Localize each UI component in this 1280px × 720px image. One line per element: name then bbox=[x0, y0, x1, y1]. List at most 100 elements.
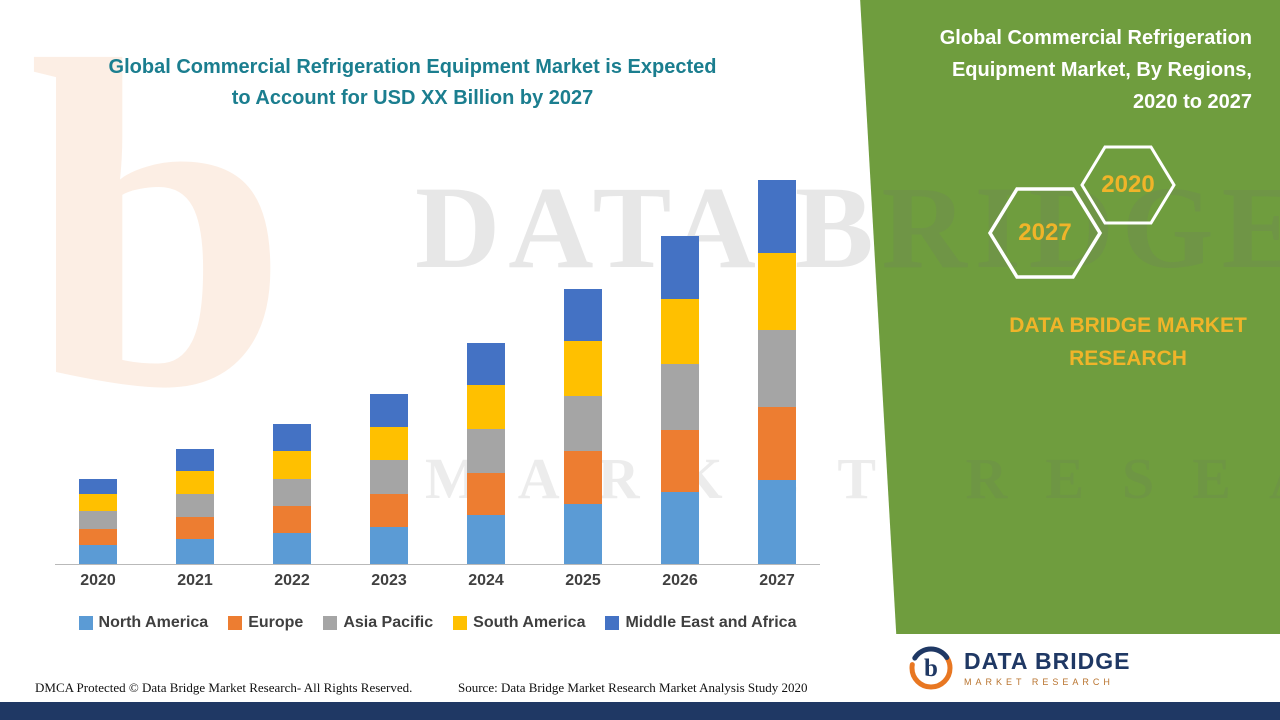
stacked-bar-2021 bbox=[176, 448, 214, 564]
bar-segment-europe bbox=[79, 528, 117, 545]
brand-text-line1: DATA BRIDGE MARKET bbox=[1009, 314, 1247, 337]
x-axis-label: 2023 bbox=[371, 572, 407, 589]
bar-column-2020 bbox=[67, 478, 129, 564]
right-title-line2: Equipment Market, By Regions, bbox=[951, 59, 1252, 81]
logo-strip: b DATA BRIDGE MARKET RESEARCH bbox=[896, 634, 1280, 702]
right-panel-title: Global Commercial Refrigeration Equipmen… bbox=[872, 22, 1252, 118]
legend-item-asia-pacific: Asia Pacific bbox=[323, 614, 433, 632]
bar-segment-europe bbox=[273, 506, 311, 534]
legend-item-europe: Europe bbox=[228, 614, 303, 632]
legend-swatch bbox=[228, 616, 243, 630]
bar-segment-europe bbox=[176, 517, 214, 540]
hexagon-2027-outline bbox=[987, 187, 1103, 279]
logo-name: DATA BRIDGE bbox=[964, 647, 1131, 674]
legend-label: Asia Pacific bbox=[343, 614, 434, 631]
legend-label: North America bbox=[98, 614, 209, 631]
bar-segment-asia-pacific bbox=[758, 329, 796, 407]
chart-title-line1: Global Commercial Refrigeration Equipmen… bbox=[108, 56, 717, 78]
bar-segment-north-america bbox=[176, 539, 214, 564]
chart-title-line2: to Account for USD XX Billion by 2027 bbox=[231, 87, 594, 109]
bar-segment-europe bbox=[564, 450, 602, 504]
source-note: Source: Data Bridge Market Research Mark… bbox=[458, 680, 808, 695]
logo-text-block: DATA BRIDGE MARKET RESEARCH bbox=[964, 647, 1131, 688]
bar-segment-north-america bbox=[758, 479, 796, 564]
bar-segment-south-america bbox=[370, 426, 408, 461]
legend-item-south-america: South America bbox=[453, 614, 585, 632]
bar-segment-middle-east-and-africa bbox=[467, 343, 505, 385]
bar-segment-asia-pacific bbox=[273, 478, 311, 507]
legend-label: Middle East and Africa bbox=[625, 614, 797, 631]
hexagon-year-front: 2027 bbox=[1018, 219, 1072, 246]
bar-segment-asia-pacific bbox=[467, 428, 505, 473]
x-axis-label: 2027 bbox=[759, 572, 795, 589]
bar-segment-middle-east-and-africa bbox=[176, 448, 214, 472]
dmca-note: DMCA Protected © Data Bridge Market Rese… bbox=[35, 680, 413, 695]
bar-segment-asia-pacific bbox=[564, 396, 602, 451]
bar-segment-middle-east-and-africa bbox=[79, 478, 117, 494]
bar-segment-south-america bbox=[564, 341, 602, 397]
bar-segment-south-america bbox=[176, 471, 214, 495]
bar-segment-europe bbox=[758, 406, 796, 480]
hexagons-graphic bbox=[987, 145, 1176, 279]
x-axis-label: 2021 bbox=[177, 572, 213, 589]
x-axis-label: 2020 bbox=[80, 572, 116, 589]
chart-legend: North America Europe Asia Pacific South Ame… bbox=[55, 614, 820, 632]
bottom-navy-bar bbox=[0, 702, 1280, 720]
legend-swatch bbox=[453, 616, 468, 630]
bar-segment-south-america bbox=[273, 450, 311, 479]
bar-segment-asia-pacific bbox=[661, 364, 699, 430]
bar-column-2027 bbox=[746, 180, 808, 564]
bar-segment-middle-east-and-africa bbox=[758, 180, 796, 254]
x-axis-label: 2024 bbox=[468, 572, 504, 589]
x-axis-label: 2026 bbox=[662, 572, 698, 589]
bar-segment-south-america bbox=[661, 299, 699, 365]
chart-title: Global Commercial Refrigeration Equipmen… bbox=[40, 52, 785, 114]
hexagon-2020-outline bbox=[1080, 145, 1176, 225]
chart-plot bbox=[55, 160, 820, 565]
bar-segment-south-america bbox=[467, 384, 505, 429]
stacked-bar-chart: 2020 2021 2022 2023 2024 2025 2026 2027 North A… bbox=[55, 160, 820, 632]
legend-item-north-america: North America bbox=[78, 614, 209, 632]
x-axis-label: 2025 bbox=[565, 572, 601, 589]
bar-column-2021 bbox=[164, 448, 226, 564]
bar-column-2023 bbox=[358, 394, 420, 564]
bar-segment-europe bbox=[370, 494, 408, 527]
legend-label: Europe bbox=[248, 614, 304, 631]
bar-segment-south-america bbox=[758, 253, 796, 330]
bar-segment-middle-east-and-africa bbox=[370, 394, 408, 427]
stacked-bar-2024 bbox=[467, 343, 505, 564]
legend-swatch bbox=[323, 616, 338, 630]
logo-subtitle: MARKET RESEARCH bbox=[964, 677, 1114, 688]
legend-item-middle-east-and-africa: Middle East and Africa bbox=[605, 614, 796, 632]
svg-text:b: b bbox=[924, 655, 938, 682]
bar-segment-north-america bbox=[467, 515, 505, 564]
bar-segment-asia-pacific bbox=[79, 511, 117, 529]
stacked-bar-2025 bbox=[564, 288, 602, 564]
bar-segment-asia-pacific bbox=[370, 460, 408, 495]
bar-segment-north-america bbox=[273, 533, 311, 564]
bar-segment-middle-east-and-africa bbox=[273, 423, 311, 451]
stacked-bar-2027 bbox=[758, 180, 796, 564]
right-title-line1: Global Commercial Refrigeration bbox=[939, 27, 1252, 49]
brand-text: DATA BRIDGE MARKET RESEARCH bbox=[1000, 310, 1256, 375]
right-title-line3: 2020 to 2027 bbox=[1133, 91, 1252, 113]
bar-segment-europe bbox=[661, 429, 699, 492]
bar-segment-south-america bbox=[79, 493, 117, 512]
legend-label: South America bbox=[473, 614, 586, 631]
x-axis-label: 2022 bbox=[274, 572, 310, 589]
stacked-bar-2020 bbox=[79, 478, 117, 564]
bar-segment-europe bbox=[467, 472, 505, 516]
dbmr-logo-icon: b bbox=[909, 646, 953, 690]
bar-column-2022 bbox=[261, 423, 323, 564]
bar-column-2025 bbox=[552, 288, 614, 564]
stacked-bar-2023 bbox=[370, 394, 408, 564]
hexagon-year-back: 2020 bbox=[1101, 171, 1155, 198]
bar-segment-north-america bbox=[79, 544, 117, 564]
bar-segment-north-america bbox=[370, 526, 408, 564]
bar-column-2024 bbox=[455, 343, 517, 564]
brand-text-line2: RESEARCH bbox=[1069, 346, 1187, 370]
bar-segment-middle-east-and-africa bbox=[564, 288, 602, 342]
